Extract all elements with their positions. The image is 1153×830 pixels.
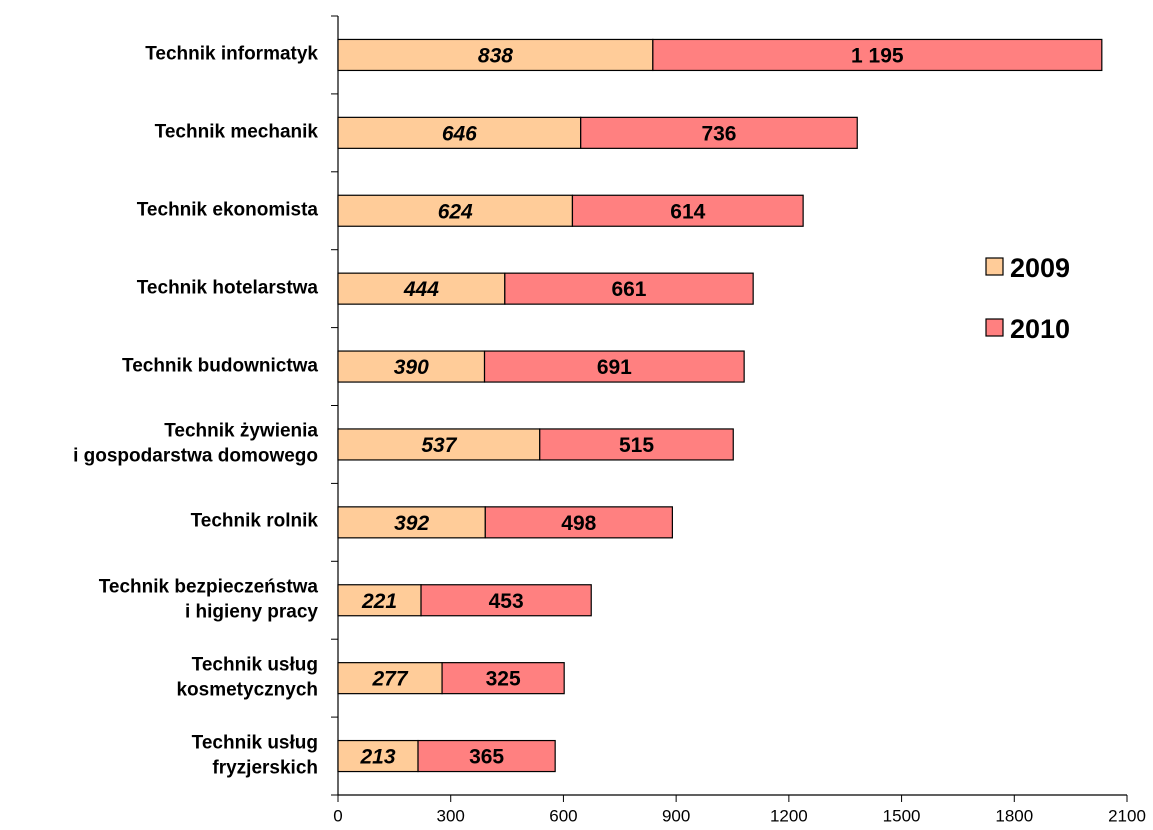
x-tick-label: 300 (437, 807, 465, 826)
value-label: 221 (361, 590, 397, 613)
bar-segment (483, 350, 745, 383)
value-label: 537 (421, 434, 457, 457)
bar-segment (652, 38, 1103, 72)
value-label: 646 (442, 122, 477, 145)
value-label: 515 (619, 434, 654, 457)
legend-swatch (985, 318, 1004, 337)
value-label: 691 (597, 356, 632, 379)
category-label: Technik żywienia i gospodarstwa domowego (73, 420, 318, 467)
value-label: 390 (394, 356, 429, 379)
value-label: 325 (486, 668, 521, 691)
value-label: 736 (701, 122, 736, 145)
value-label: 661 (611, 278, 646, 301)
bar-segment (337, 428, 541, 461)
category-label: Technik usług kosmetycznych (176, 654, 318, 701)
x-tick-label: 1200 (770, 807, 808, 826)
bar-segment (337, 194, 574, 227)
x-tick-label: 0 (333, 807, 342, 826)
category-label: Technik hotelarstwa (136, 277, 318, 299)
category-label: Technik bezpieczeństwa i higieny pracy (98, 576, 318, 623)
bar-segment (484, 506, 673, 539)
value-label: 1 195 (851, 44, 904, 67)
x-tick-label: 1500 (883, 807, 921, 826)
legend-swatch (985, 257, 1004, 276)
x-tick-label: 900 (662, 807, 690, 826)
bar-segment (441, 662, 565, 695)
category-label: Technik mechanik (154, 121, 318, 143)
bar-segment (337, 739, 419, 773)
bar-segment (539, 428, 734, 461)
category-label: Technik usług fryzjerskich (191, 732, 318, 779)
bar-segment (580, 116, 858, 149)
value-label: 392 (394, 512, 429, 535)
legend-label: 2010 (1010, 314, 1070, 344)
bar-segment (417, 739, 556, 773)
value-label: 624 (438, 200, 473, 223)
x-tick-label: 1800 (995, 807, 1033, 826)
category-label: Technik budownictwa (122, 355, 318, 377)
legend-label: 2009 (1010, 253, 1070, 283)
value-label: 277 (372, 668, 409, 691)
category-label: Technik informatyk (145, 43, 318, 65)
bar-segment (504, 272, 754, 305)
value-label: 444 (403, 278, 439, 301)
bar-segment (420, 584, 592, 617)
value-label: 614 (670, 200, 705, 223)
value-label: 498 (561, 512, 596, 535)
bar-segment (337, 350, 486, 383)
x-tick-label: 600 (549, 807, 577, 826)
value-label: 365 (469, 746, 504, 769)
bar-segment (337, 116, 582, 149)
value-label: 453 (489, 590, 524, 613)
category-label: Technik rolnik (190, 511, 318, 532)
x-tick-label: 2100 (1108, 807, 1146, 826)
category-label: Technik ekonomista (136, 199, 318, 221)
bar-segment (571, 194, 804, 227)
value-label: 838 (478, 44, 513, 67)
value-label: 213 (359, 746, 395, 769)
bar-segment (337, 584, 422, 617)
